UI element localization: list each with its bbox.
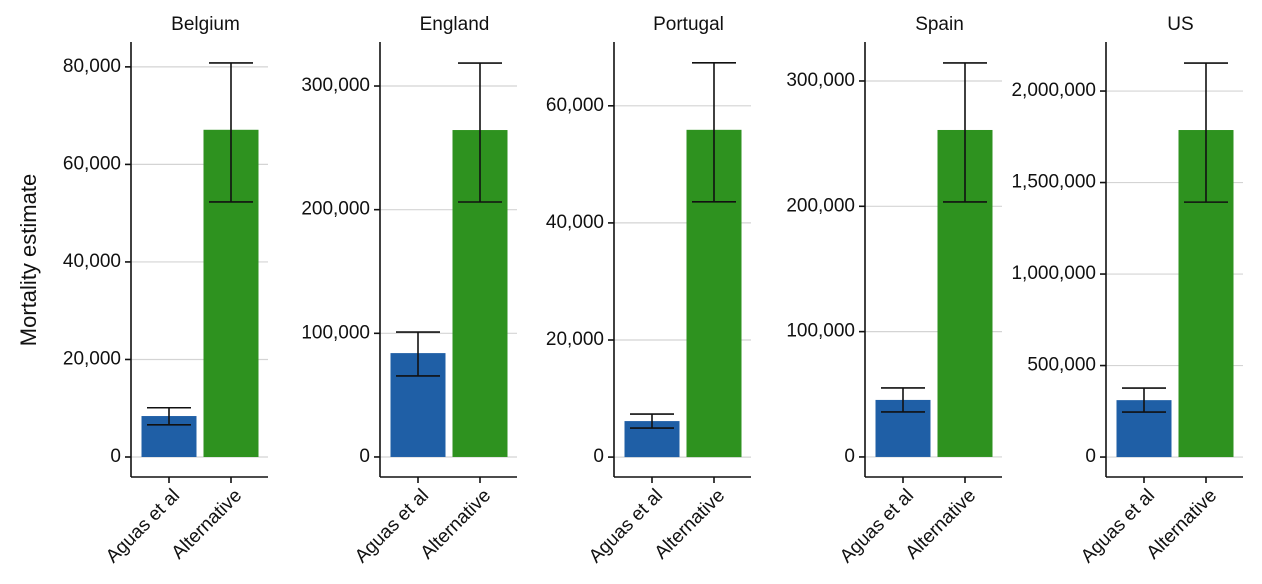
- x-tick-label: Aguas et al: [836, 485, 918, 567]
- x-tick-label: Aguas et al: [351, 485, 433, 567]
- y-tick-label: 300,000: [301, 75, 370, 96]
- y-tick-label: 2,000,000: [1011, 80, 1096, 101]
- y-tick-label: 0: [1085, 446, 1096, 467]
- panel-title: Spain: [915, 14, 964, 35]
- y-tick-label: 1,000,000: [1011, 263, 1096, 284]
- y-tick-label: 40,000: [546, 212, 604, 233]
- panel-title: England: [420, 14, 490, 35]
- y-tick-label: 60,000: [63, 153, 121, 174]
- panel-title: Portugal: [653, 14, 724, 35]
- y-tick-label: 100,000: [786, 321, 855, 342]
- y-tick-label: 200,000: [301, 199, 370, 220]
- y-tick-label: 0: [110, 446, 121, 467]
- x-tick-label: Aguas et al: [1077, 485, 1159, 567]
- y-tick-label: 40,000: [63, 251, 121, 272]
- y-tick-label: 0: [359, 446, 370, 467]
- x-tick-label: Aguas et al: [102, 485, 184, 567]
- y-tick-label: 20,000: [546, 329, 604, 350]
- y-axis-title: Mortality estimate: [16, 174, 41, 346]
- y-tick-label: 300,000: [786, 70, 855, 91]
- panel-title: Belgium: [171, 14, 240, 35]
- y-tick-label: 200,000: [786, 195, 855, 216]
- panel-title: US: [1167, 14, 1193, 35]
- y-tick-label: 1,500,000: [1011, 172, 1096, 193]
- y-tick-label: 20,000: [63, 348, 121, 369]
- x-tick-label: Aguas et al: [585, 485, 667, 567]
- y-tick-label: 100,000: [301, 322, 370, 343]
- y-tick-label: 0: [844, 446, 855, 467]
- y-tick-label: 0: [593, 446, 604, 467]
- y-tick-label: 500,000: [1027, 355, 1096, 376]
- y-tick-label: 80,000: [63, 56, 121, 77]
- y-tick-label: 60,000: [546, 95, 604, 116]
